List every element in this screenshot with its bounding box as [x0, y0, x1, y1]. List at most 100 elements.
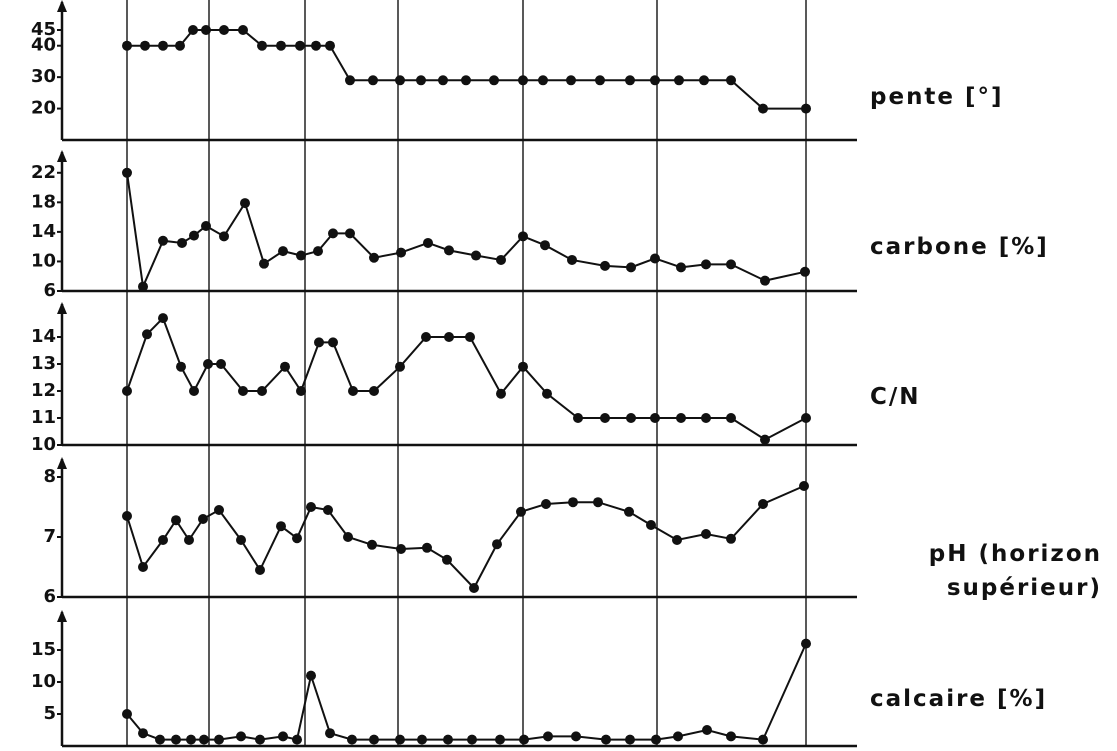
data-point	[184, 535, 194, 545]
data-point	[311, 40, 321, 51]
data-point	[306, 670, 316, 681]
data-point	[726, 413, 736, 423]
data-point	[701, 413, 711, 423]
data-point	[257, 386, 267, 396]
data-point	[423, 237, 433, 248]
data-point	[236, 731, 246, 742]
data-point	[726, 533, 736, 544]
y-tick-label: 10	[31, 671, 56, 692]
data-point	[518, 361, 528, 372]
data-point	[367, 539, 377, 550]
data-line	[127, 29, 806, 110]
data-point	[542, 388, 552, 399]
data-point	[122, 386, 132, 396]
data-point	[673, 731, 683, 742]
data-point	[650, 413, 660, 423]
data-point	[238, 25, 248, 35]
data-point	[369, 252, 379, 263]
data-point	[595, 75, 605, 86]
data-point	[489, 75, 499, 86]
data-point	[276, 521, 286, 532]
panel-label: pH (horizon supérieur)	[928, 541, 1102, 601]
data-point	[395, 361, 405, 372]
data-point	[646, 520, 656, 530]
y-tick-label: 5	[43, 703, 56, 724]
data-point	[726, 731, 736, 742]
data-point	[306, 502, 316, 512]
data-point	[255, 734, 265, 745]
data-point	[238, 386, 248, 396]
data-point	[492, 539, 502, 550]
data-point	[158, 313, 168, 324]
data-point	[158, 235, 168, 246]
data-point	[216, 359, 226, 369]
data-point	[214, 734, 224, 745]
data-point	[138, 281, 148, 292]
data-point	[214, 505, 224, 515]
data-point	[313, 246, 323, 257]
y-tick-label: 12	[31, 380, 56, 401]
data-point	[219, 25, 229, 35]
data-point	[758, 103, 768, 114]
data-point	[259, 258, 269, 269]
data-point	[188, 25, 198, 35]
y-tick-label: 7	[43, 526, 56, 547]
data-point	[650, 253, 660, 264]
data-point	[467, 734, 477, 745]
y-tick-label: 14	[31, 326, 56, 347]
data-point	[138, 728, 148, 739]
data-point	[573, 413, 583, 423]
data-point	[760, 434, 770, 445]
data-point	[122, 40, 132, 51]
data-point	[543, 731, 553, 742]
data-point	[442, 554, 452, 565]
y-tick-label: 10	[31, 250, 56, 271]
data-point	[601, 734, 611, 745]
data-point	[396, 247, 406, 258]
data-point	[122, 709, 132, 719]
data-point	[142, 329, 152, 340]
data-point	[138, 562, 148, 572]
data-point	[417, 734, 427, 745]
data-point	[600, 413, 610, 423]
data-point	[395, 734, 405, 745]
data-point	[600, 260, 610, 271]
data-point	[347, 734, 357, 745]
data-point	[201, 25, 211, 35]
data-point	[369, 734, 379, 745]
data-point	[701, 259, 711, 270]
data-point	[201, 220, 211, 231]
data-point	[496, 388, 506, 399]
y-tick-label: 6	[43, 586, 56, 607]
axis-arrow	[57, 457, 67, 469]
data-point	[496, 254, 506, 265]
data-point	[198, 514, 208, 524]
data-point	[538, 75, 548, 86]
data-point	[158, 535, 168, 545]
y-tick-label: 11	[31, 407, 56, 428]
axis-arrow	[57, 302, 67, 314]
data-point	[593, 497, 603, 508]
data-point	[676, 413, 686, 423]
data-point	[175, 40, 185, 51]
data-point	[625, 75, 635, 86]
data-point	[345, 228, 355, 239]
data-point	[801, 638, 811, 649]
data-point	[726, 75, 736, 86]
data-point	[323, 505, 333, 515]
data-point	[257, 40, 267, 51]
data-point	[758, 734, 768, 745]
data-point	[626, 413, 636, 423]
data-point	[325, 728, 335, 739]
data-point	[203, 359, 213, 369]
data-point	[292, 734, 302, 745]
data-point	[328, 228, 338, 239]
data-line	[126, 172, 806, 291]
data-point	[416, 75, 426, 86]
data-point	[219, 231, 229, 242]
data-point	[701, 529, 711, 539]
data-point	[702, 725, 712, 735]
data-point	[369, 386, 379, 396]
